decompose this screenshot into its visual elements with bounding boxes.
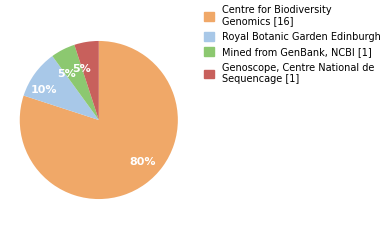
Wedge shape	[52, 45, 99, 120]
Text: 80%: 80%	[129, 156, 155, 167]
Wedge shape	[20, 41, 178, 199]
Text: 5%: 5%	[72, 64, 91, 74]
Wedge shape	[74, 41, 99, 120]
Legend: Centre for Biodiversity
Genomics [16], Royal Botanic Garden Edinburgh [2], Mined: Centre for Biodiversity Genomics [16], R…	[204, 5, 380, 84]
Wedge shape	[24, 56, 99, 120]
Text: 10%: 10%	[31, 85, 57, 95]
Text: 5%: 5%	[57, 69, 76, 79]
